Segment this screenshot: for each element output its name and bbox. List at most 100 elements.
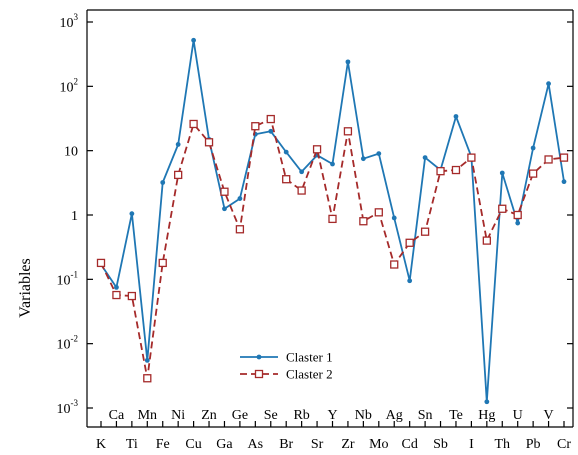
plot-axes [86, 9, 574, 428]
legend-marker [256, 354, 262, 360]
data-point [407, 278, 413, 284]
data-point [143, 374, 152, 383]
data-point [204, 138, 214, 147]
data-point [453, 114, 459, 119]
data-point [297, 186, 306, 195]
series-2 [96, 114, 569, 383]
x-tick-label: Th [494, 437, 510, 452]
data-point [237, 196, 243, 201]
y-tick-exponent: -2 [71, 334, 79, 344]
data-point [482, 236, 491, 245]
data-point [561, 179, 567, 185]
data-point [498, 204, 507, 213]
x-tick-label: Sb [433, 437, 448, 452]
data-point [112, 290, 121, 300]
data-point [191, 37, 197, 43]
data-point [160, 180, 166, 185]
data-point [391, 215, 397, 221]
y-tick-base: 10 [57, 273, 71, 288]
x-tick-label: Cr [557, 437, 571, 452]
data-point [330, 161, 335, 167]
y-tick-label: 10-3 [57, 398, 79, 417]
y-tick-base: 10 [57, 338, 71, 353]
data-point [530, 145, 536, 151]
x-tick-label: K [96, 437, 106, 452]
data-point [220, 187, 229, 196]
data-point [360, 156, 366, 162]
data-point [345, 59, 351, 65]
x-tick-label: Sr [311, 437, 324, 452]
data-point [390, 260, 399, 269]
data-point [420, 227, 430, 236]
x-tick-label: Mn [138, 408, 157, 423]
data-point [515, 220, 521, 226]
data-point [422, 155, 428, 161]
x-tick-label: Pb [526, 437, 541, 452]
data-point [484, 399, 490, 405]
y-tick-exponent: 2 [74, 76, 79, 86]
x-tick-label: Y [327, 408, 337, 423]
data-point [299, 169, 305, 175]
y-tick-base: 10 [57, 402, 71, 417]
data-point [127, 291, 137, 301]
x-tick-label: As [248, 437, 264, 452]
data-point [528, 169, 538, 178]
x-tick-label: Cu [185, 437, 201, 452]
x-tick-label: Ti [126, 437, 138, 452]
data-point [312, 145, 322, 154]
data-point [175, 142, 181, 147]
series-layer [96, 37, 569, 405]
legend-marker [254, 369, 264, 379]
x-tick-label: Fe [156, 437, 170, 452]
y-tick-label: 10-1 [57, 269, 79, 288]
data-point [174, 170, 183, 180]
data-point [114, 284, 119, 290]
data-point [405, 238, 414, 247]
y-tick-exponent: 3 [74, 12, 79, 22]
legend: Claster 1 Claster 2 [240, 350, 333, 382]
y-axis-title: Variables [17, 258, 34, 318]
x-tick-label: Cd [401, 437, 417, 452]
x-tick-label: Nb [355, 408, 372, 423]
x-tick-label: Ga [216, 437, 233, 452]
x-tick-label: Ge [232, 408, 248, 423]
data-point [96, 258, 106, 268]
data-point [544, 155, 553, 164]
data-point [436, 167, 445, 176]
data-point [222, 206, 227, 212]
y-tick-exponent: -3 [71, 398, 79, 408]
data-point [374, 208, 383, 217]
x-tick-label: V [544, 408, 554, 423]
y-tick-label: 10-2 [57, 334, 79, 353]
data-point [144, 357, 150, 363]
data-point [328, 214, 337, 224]
x-tick-label: Se [264, 408, 278, 423]
y-tick-base: 10 [60, 16, 74, 31]
x-tick-label: U [513, 408, 523, 423]
data-point [235, 225, 245, 234]
x-tick-label: I [469, 437, 474, 452]
y-tick-base: 10 [60, 80, 74, 95]
x-tick-label: Hg [478, 408, 495, 423]
data-point [451, 165, 461, 175]
x-tick-label: Rb [293, 408, 309, 423]
data-point [559, 153, 569, 162]
x-tick-label: Zn [201, 408, 217, 423]
data-point [158, 258, 167, 268]
y-tick-label: 1 [71, 209, 78, 224]
x-tick-label: Zr [341, 437, 355, 452]
y-tick-label: 102 [60, 76, 79, 95]
legend-label: Claster 2 [286, 367, 333, 382]
data-point [467, 153, 476, 162]
data-point [499, 170, 505, 176]
x-tick-label: Ag [386, 408, 403, 423]
x-tick-label: Te [449, 408, 463, 423]
x-tick-label: Mo [369, 437, 388, 452]
y-tick-exponent: -1 [71, 269, 79, 279]
x-tick-label: Br [279, 437, 293, 452]
data-point [546, 81, 551, 87]
data-point [251, 122, 260, 131]
